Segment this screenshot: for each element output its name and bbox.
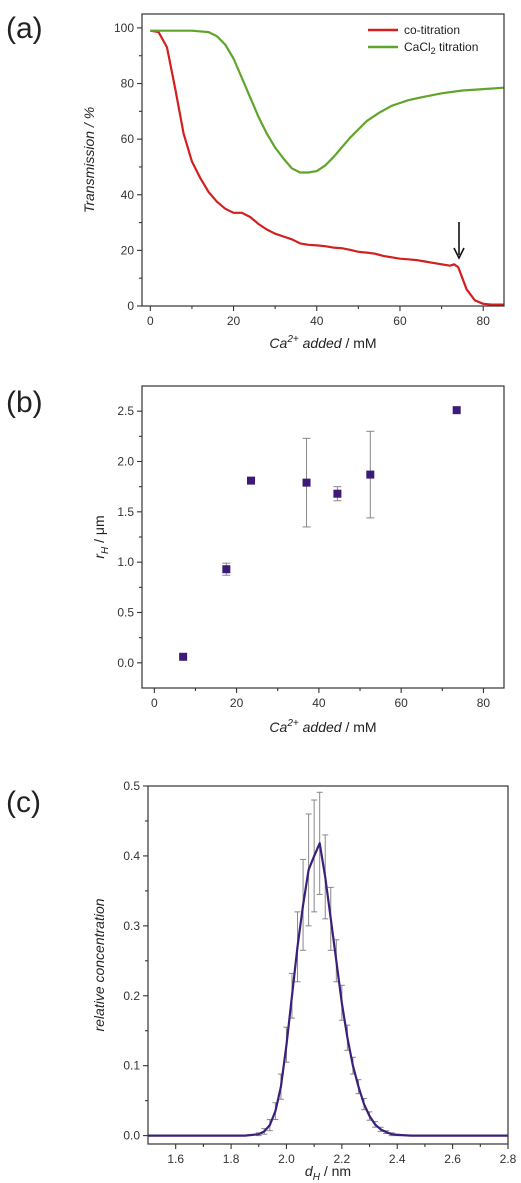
data-point-marker xyxy=(302,478,311,487)
panel-a-ticks: 0 20 40 60 80 0 20 40 60 80 100 xyxy=(114,21,490,328)
x-tick-label: 80 xyxy=(477,696,491,710)
y-tick-label: 60 xyxy=(121,132,135,146)
x-tick-label: 20 xyxy=(227,314,241,328)
panel-c-label: (c) xyxy=(6,786,41,819)
y-tick-label: 0.2 xyxy=(123,989,140,1003)
y-tick-label: 80 xyxy=(121,77,135,91)
data-point-marker xyxy=(366,470,375,479)
panel-b-points-group xyxy=(179,406,461,661)
x-tick-label: 40 xyxy=(312,696,326,710)
panel-b-y-axis-label: rH / μm xyxy=(91,515,111,558)
y-tick-label: 0.3 xyxy=(123,919,140,933)
panel-b: (b) 0 20 40 60 800.00.51.01.52.02.5 rH / μm … xyxy=(6,385,505,735)
x-tick-label: 2.0 xyxy=(278,1152,295,1166)
panel-a-legend: co-titration CaCl2 titration xyxy=(368,23,478,56)
x-tick-label: 2.8 xyxy=(500,1152,517,1166)
data-point-marker xyxy=(333,489,342,498)
series-line-cacl2-titration xyxy=(150,29,505,174)
panel-a-y-axis-label: Transmission / % xyxy=(81,107,97,213)
y-tick-label: 0.1 xyxy=(123,1059,140,1073)
panel-c-ticks: 1.6 1.8 2.0 2.2 2.4 2.6 2.8 0.0 0.1 0.2 0.3 0.4 0.5 xyxy=(123,779,516,1166)
legend-label-co-titration: co-titration xyxy=(404,23,460,37)
panel-b-ticks: 0 20 40 60 80 0.0 0.5 1.0 1.5 2.0 2.5 xyxy=(117,404,490,710)
y-tick-label: 2.5 xyxy=(117,404,134,418)
panel-b-plot-frame xyxy=(141,385,505,689)
y-tick-label: 20 xyxy=(121,243,135,257)
data-point-marker xyxy=(179,652,188,661)
x-tick-label: 2.4 xyxy=(389,1152,406,1166)
y-tick-label: 0.4 xyxy=(123,849,140,863)
panel-a-label: (a) xyxy=(6,12,43,45)
panel-a-x-axis-label: Ca2+ added / mM xyxy=(269,334,376,351)
y-tick-label: 1.0 xyxy=(117,555,134,569)
x-tick-label: 0 xyxy=(147,314,154,328)
y-tick-label: 0.0 xyxy=(123,1129,140,1143)
x-tick-label: 60 xyxy=(393,314,407,328)
x-tick-label: 2.2 xyxy=(334,1152,351,1166)
series-line-co-titration xyxy=(150,29,504,306)
x-tick-label: 1.6 xyxy=(167,1152,184,1166)
panel-c-y-axis-label: relative concentration xyxy=(91,898,107,1031)
data-point-marker xyxy=(222,565,231,574)
y-tick-label: 2.0 xyxy=(117,455,134,469)
y-tick-label: 40 xyxy=(121,188,135,202)
distribution-line xyxy=(148,842,508,1137)
x-tick-label: 2.6 xyxy=(444,1152,461,1166)
x-tick-label: 1.8 xyxy=(223,1152,240,1166)
y-tick-label: 0.5 xyxy=(117,606,134,620)
panel-a-series-group xyxy=(150,29,505,306)
panel-c-plot-frame xyxy=(147,785,509,1145)
y-tick-label: 0.5 xyxy=(123,779,140,793)
x-tick-label: 20 xyxy=(230,696,244,710)
panel-c-series-group xyxy=(148,791,508,1137)
panel-a-plot-frame xyxy=(141,13,505,307)
data-point-marker xyxy=(452,406,461,415)
panel-b-x-axis-label: Ca2+ added / mM xyxy=(269,718,376,735)
x-tick-label: 60 xyxy=(394,696,408,710)
x-tick-label: 0 xyxy=(151,696,158,710)
legend-label-cacl2-titration: CaCl2 titration xyxy=(404,40,478,56)
y-tick-label: 0.0 xyxy=(117,656,134,670)
panel-a-arrow-annotation xyxy=(453,222,465,260)
panel-b-label: (b) xyxy=(6,386,43,419)
x-tick-label: 40 xyxy=(310,314,324,328)
y-tick-label: 1.5 xyxy=(117,505,134,519)
x-tick-label: 80 xyxy=(477,314,491,328)
data-point-marker xyxy=(247,476,256,485)
panel-c: (c) 1.6 1.8 2.0 2.2 2.4 2.6 2.8 0.0 0.1 0.2 0.3 0.4… xyxy=(6,779,517,1183)
panel-a: (a) 0 20 40 60 80 0 20 40 60 80 100 Transmission /… xyxy=(6,12,505,351)
y-tick-label: 0 xyxy=(127,299,134,313)
panel-c-x-axis-label: dH / nm xyxy=(305,1163,351,1183)
y-tick-label: 100 xyxy=(114,21,134,35)
